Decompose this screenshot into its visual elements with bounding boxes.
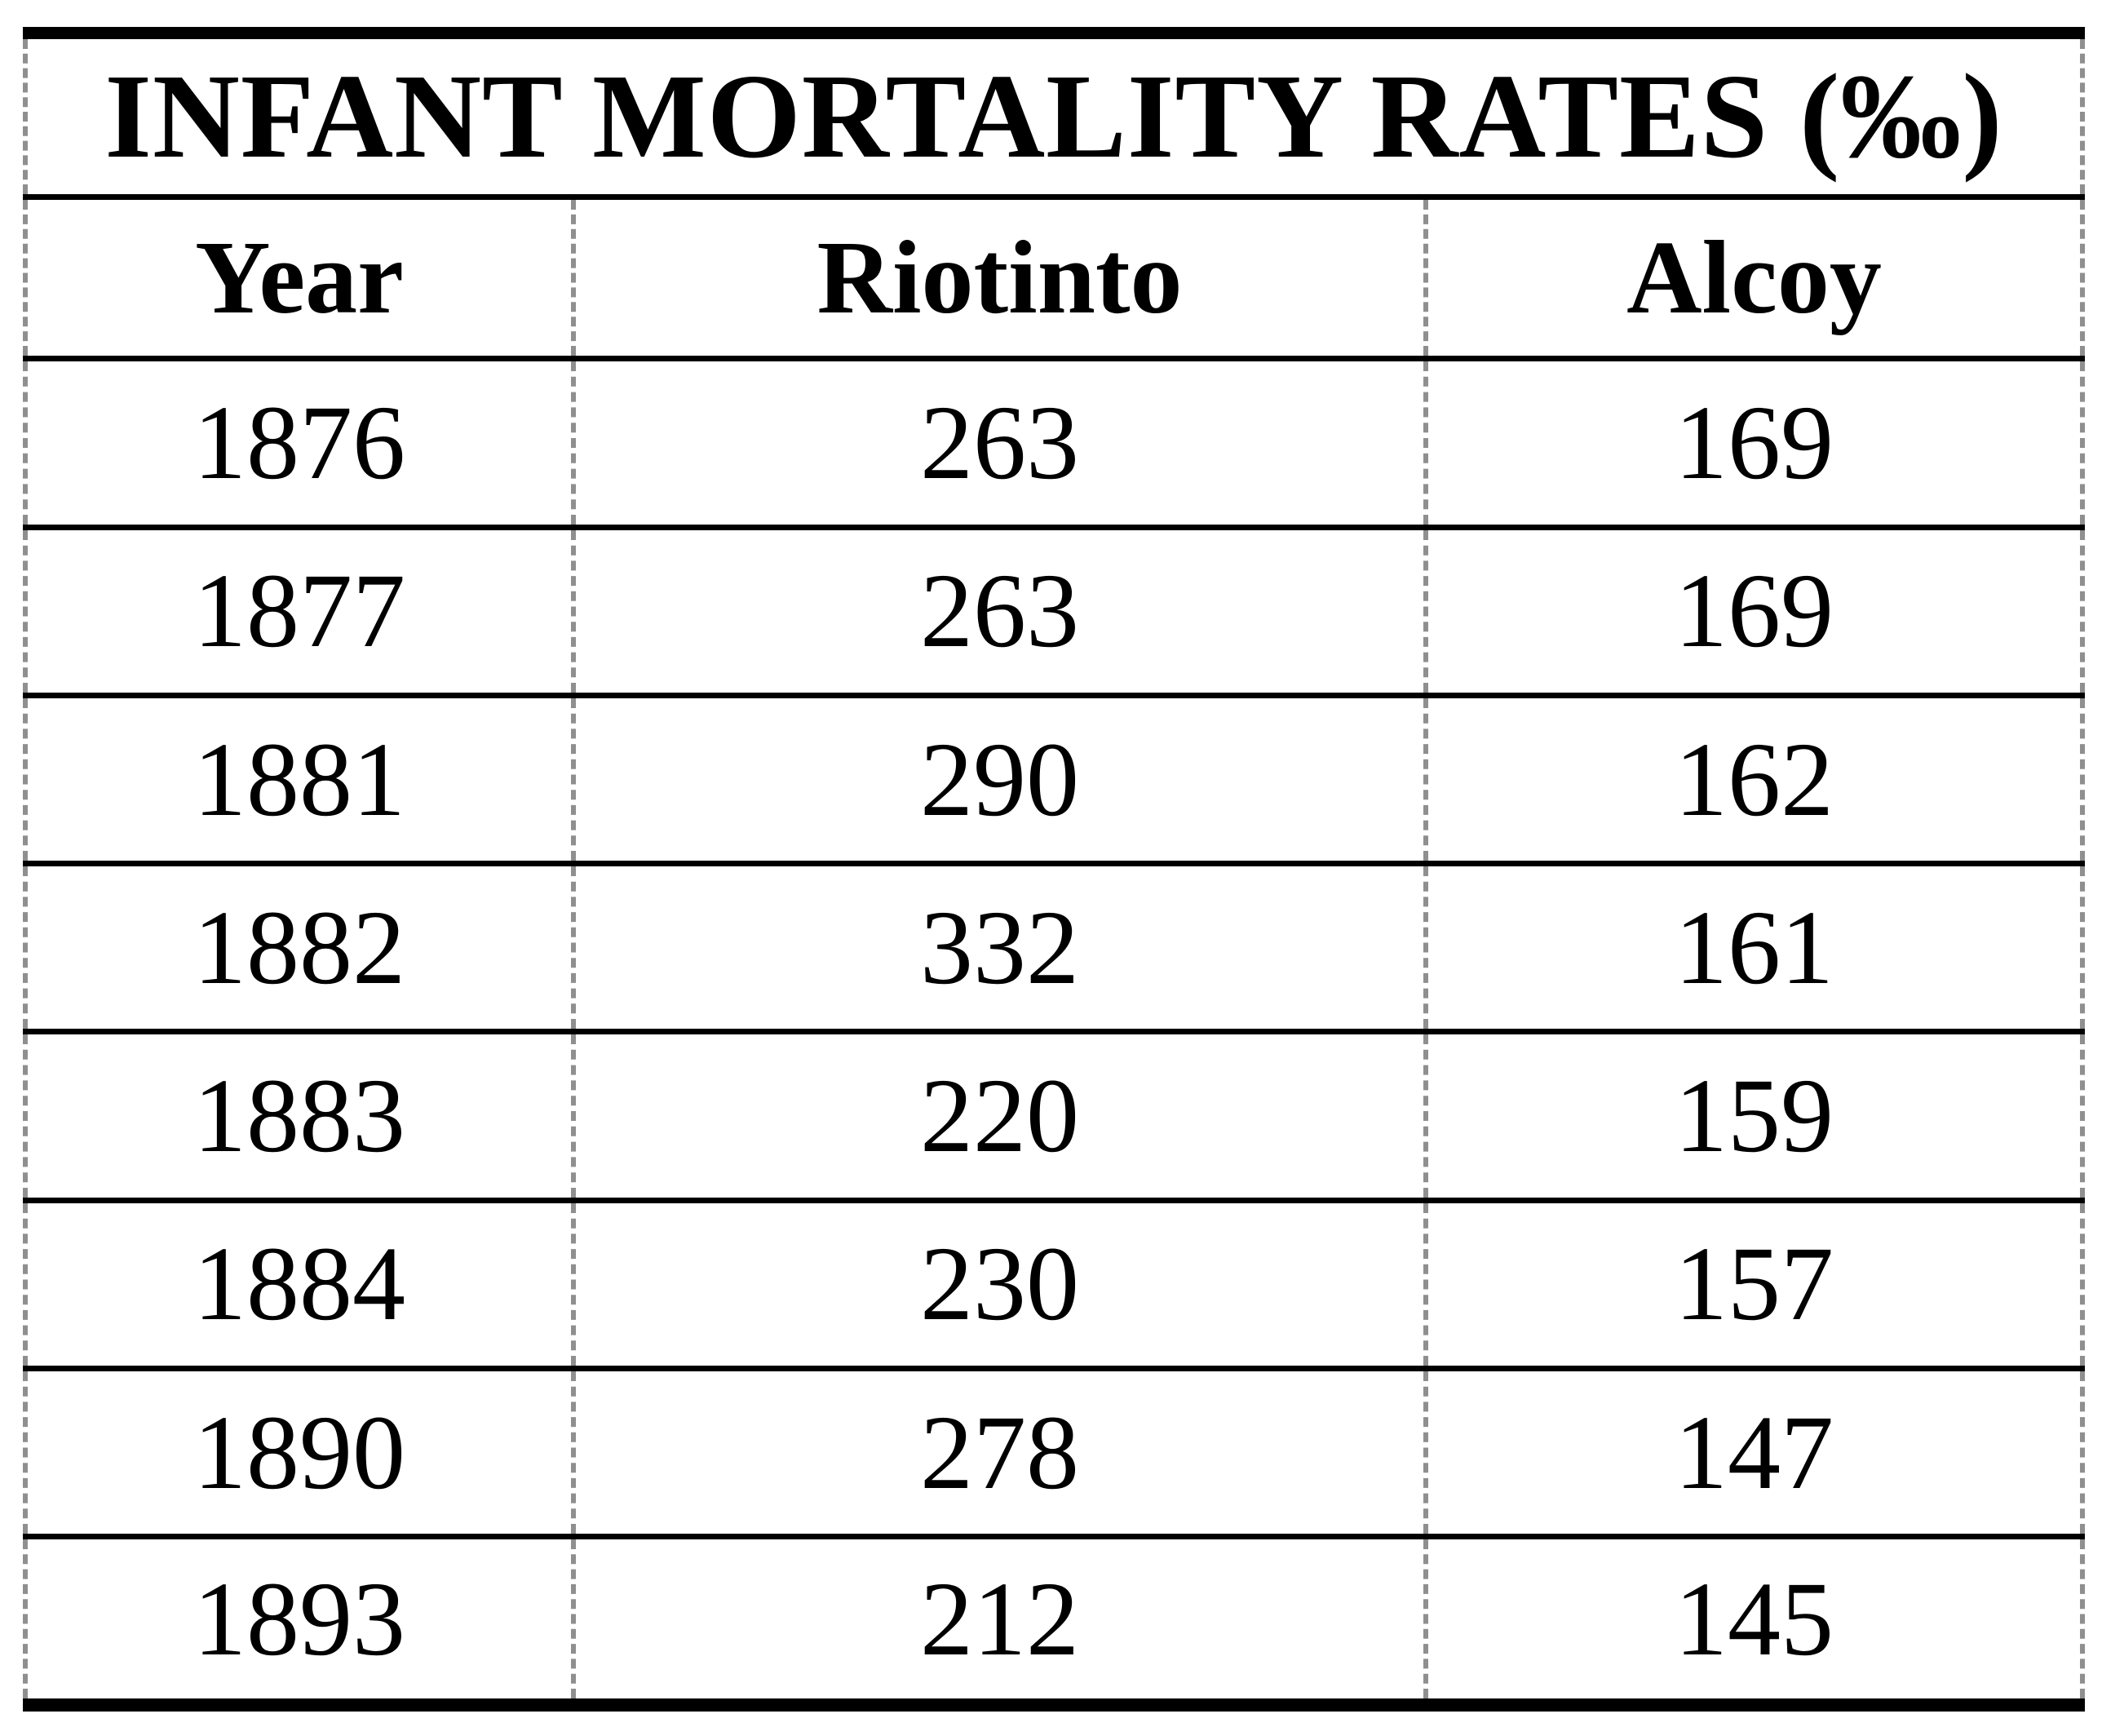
cell-year: 1884 xyxy=(25,1200,573,1371)
cell-year: 1881 xyxy=(25,695,573,867)
cell-year: 1882 xyxy=(25,863,573,1035)
cell-riotinto: 332 xyxy=(571,863,1426,1035)
cell-alcoy: 147 xyxy=(1423,1368,2083,1540)
table-row: 1890 278 147 xyxy=(25,1368,2083,1540)
cell-year: 1890 xyxy=(25,1368,573,1540)
cell-year: 1883 xyxy=(25,1031,573,1203)
table-row: 1881 290 162 xyxy=(25,695,2083,867)
cell-alcoy: 169 xyxy=(1423,527,2083,698)
table-row: 1883 220 159 xyxy=(25,1031,2083,1203)
cell-alcoy: 157 xyxy=(1423,1200,2083,1371)
table-row: 1876 263 169 xyxy=(25,358,2083,530)
cell-year: 1877 xyxy=(25,527,573,698)
cell-riotinto: 220 xyxy=(571,1031,1426,1203)
cell-riotinto: 230 xyxy=(571,1200,1426,1371)
cell-riotinto: 278 xyxy=(571,1368,1426,1540)
cell-alcoy: 161 xyxy=(1423,863,2083,1035)
cell-alcoy: 169 xyxy=(1423,358,2083,530)
column-header-alcoy: Alcoy xyxy=(1423,197,2083,362)
cell-riotinto: 290 xyxy=(571,695,1426,867)
cell-alcoy: 145 xyxy=(1423,1536,2083,1705)
cell-riotinto: 263 xyxy=(571,358,1426,530)
table-row: 1877 263 169 xyxy=(25,527,2083,698)
cell-year: 1893 xyxy=(193,1560,405,1678)
cell-alcoy: 162 xyxy=(1423,695,2083,867)
cell-alcoy: 159 xyxy=(1423,1031,2083,1203)
table-row: 1884 230 157 xyxy=(25,1200,2083,1371)
column-header-year: Year xyxy=(25,197,573,362)
cell-year: 1876 xyxy=(25,358,573,530)
cell-riotinto: 212 xyxy=(571,1536,1426,1705)
cell-riotinto: 263 xyxy=(571,527,1426,698)
table-row: 1882 332 161 xyxy=(25,863,2083,1035)
table-header-row: Year Riotinto Alcoy xyxy=(25,197,2083,362)
table-title: INFANT MORTALITY RATES (‰) xyxy=(25,33,2083,201)
table-row: 1893 212 145 xyxy=(25,1536,2083,1705)
infant-mortality-table: INFANT MORTALITY RATES (‰) Year Riotinto… xyxy=(23,27,2086,1712)
table-title-row: INFANT MORTALITY RATES (‰) xyxy=(25,33,2083,201)
column-header-riotinto: Riotinto xyxy=(571,197,1426,362)
